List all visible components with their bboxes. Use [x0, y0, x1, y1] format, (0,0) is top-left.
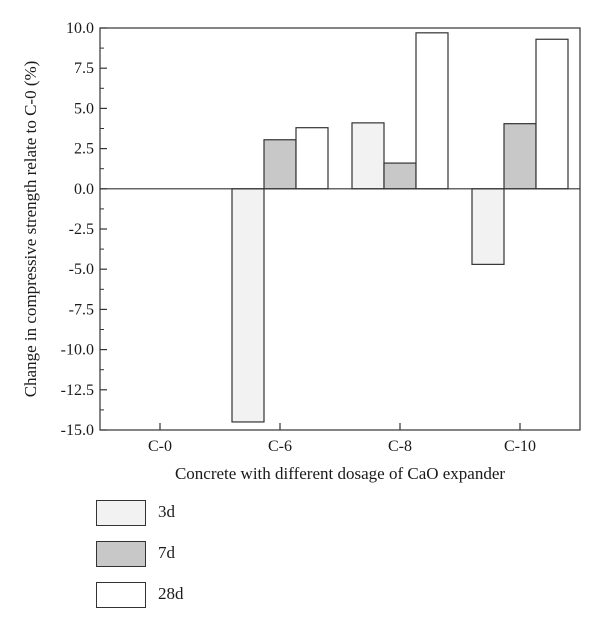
y-tick-label: 10.0 — [66, 20, 94, 37]
legend-item-28d: 28d — [96, 582, 256, 610]
legend-label-7d: 7d — [158, 543, 175, 562]
legend-swatch-7d — [96, 541, 146, 567]
legend-item-3d: 3d — [96, 500, 256, 528]
bar-28d-C-10 — [535, 38, 569, 190]
y-axis: -15.0 -12.5 -10.0 -7.5 -5.0 -2.5 0.0 2.5 5.0 7.5 1… — [61, 20, 107, 439]
legend-swatch-3d — [96, 500, 146, 526]
legend-label-3d: 3d — [158, 502, 175, 521]
y-axis-title: Change in compressive strength relate to… — [21, 61, 40, 398]
bar-7d-C-10 — [503, 123, 537, 190]
y-tick-label: -15.0 — [61, 422, 94, 439]
y-tick-label: -7.5 — [69, 301, 94, 318]
x-tick-label: C-8 — [388, 438, 412, 455]
y-tick-label: -12.5 — [61, 382, 94, 399]
y-tick-label: 0.0 — [74, 181, 94, 198]
bar-chart: -15.0 -12.5 -10.0 -7.5 -5.0 -2.5 0.0 2.5 5.0 7.5 1… — [21, 20, 581, 483]
bar-3d-C-6 — [231, 188, 265, 423]
x-axis: C-0 C-6 C-8 C-10 — [148, 423, 536, 455]
plot-frame — [99, 27, 581, 431]
bar-28d-C-8 — [415, 32, 449, 190]
bar-7d-C-6 — [263, 139, 297, 190]
y-tick-label: 7.5 — [74, 60, 94, 77]
y-tick-label: 5.0 — [74, 100, 94, 117]
y-tick-label: -5.0 — [69, 261, 94, 278]
y-tick-label: -2.5 — [69, 221, 94, 238]
bar-3d-C-10 — [471, 188, 505, 265]
bar-7d-C-8 — [383, 162, 417, 190]
y-tick-label: 2.5 — [74, 141, 94, 158]
legend-swatch-28d — [96, 582, 146, 608]
x-tick-label: C-6 — [268, 438, 292, 455]
x-tick-label: C-0 — [148, 438, 172, 455]
y-tick-label: -10.0 — [61, 342, 94, 359]
x-axis-title: Concrete with different dosage of CaO ex… — [175, 464, 505, 483]
legend-item-7d: 7d — [96, 541, 256, 569]
x-tick-label: C-10 — [504, 438, 536, 455]
legend-label-28d: 28d — [158, 584, 184, 603]
bar-28d-C-6 — [295, 127, 329, 190]
bar-3d-C-8 — [351, 122, 385, 190]
bars-group — [231, 32, 569, 423]
